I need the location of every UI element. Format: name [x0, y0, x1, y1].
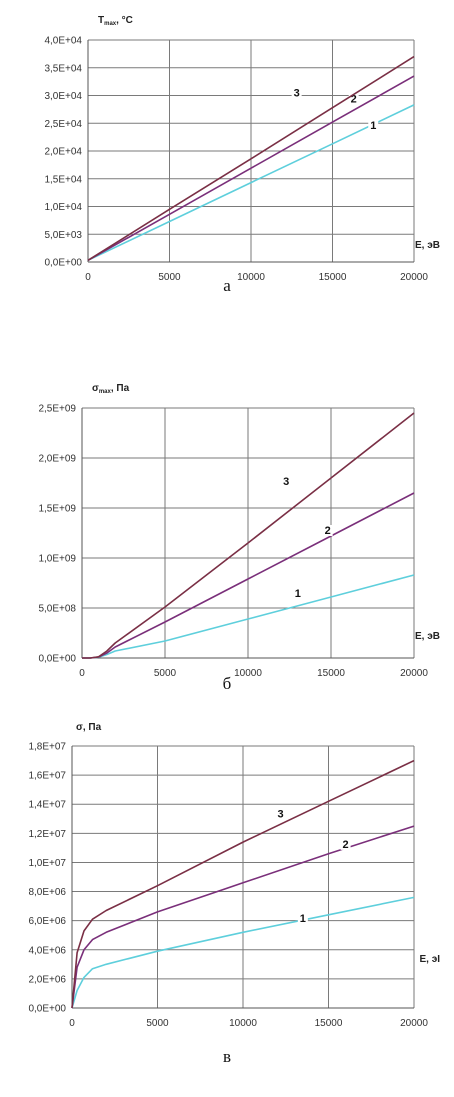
chart-panel-a: 0,0E+00 5,0E+03 1,0E+04 1,5E+04 2,0E+04 2,5E+… — [44, 15, 440, 295]
x-tick-label: 10000 — [237, 272, 265, 283]
y-tick-label: 1,4E+07 — [28, 800, 66, 811]
series-1-label: 1 — [295, 588, 301, 600]
y-tick-label: 2,0E+06 — [28, 974, 66, 985]
x-tick-label: 20000 — [400, 668, 428, 679]
y-axis-label: Tmax, °C — [98, 15, 133, 27]
y-tick-label: 5,0E+08 — [38, 604, 76, 615]
series-3-label: 3 — [294, 88, 300, 100]
y-tick-label: 2,5E+04 — [44, 119, 82, 130]
y-axis-label: σmax, Па — [92, 383, 130, 395]
series-label-bg — [291, 87, 302, 99]
y-tick-label: 1,5E+04 — [44, 174, 82, 185]
y-tick-label: 0,0E+00 — [44, 258, 82, 269]
y-tick-label: 1,0E+04 — [44, 202, 82, 213]
y-tick-label: 5,0E+03 — [44, 230, 82, 241]
series-3-line — [82, 412, 415, 659]
series-label-bg — [297, 913, 308, 925]
series-1-line — [87, 104, 415, 262]
x-axis-label: E, эВ — [415, 240, 440, 251]
series-1-label: 1 — [370, 120, 376, 132]
y-tick-label: 1,6E+07 — [28, 771, 66, 782]
y-tick-label: 1,8E+07 — [28, 742, 66, 753]
y-tick-label: 3,0E+04 — [44, 91, 82, 102]
y-axis-label: σ, Па — [76, 722, 102, 733]
series-2-label: 2 — [343, 839, 349, 851]
x-axis-label: E, эВ — [415, 631, 440, 642]
series-label-bg — [292, 588, 303, 599]
x-tick-label: 20000 — [400, 272, 428, 283]
x-tick-label: 5000 — [158, 272, 181, 283]
x-tick-label: 5000 — [146, 1018, 169, 1029]
series-1-label: 1 — [300, 913, 306, 925]
y-tick-label: 0,0E+00 — [28, 1004, 66, 1015]
chart-panel-б: 0,0E+00 5,0E+08 1,0E+09 1,5E+09 2,0E+09 2,5E+… — [38, 383, 440, 693]
x-tick-label: 15000 — [317, 668, 345, 679]
series-3-label: 3 — [278, 808, 284, 820]
panel-caption: б — [223, 674, 232, 693]
series-label-bg — [340, 838, 351, 850]
y-tick-label: 0,0E+00 — [38, 654, 76, 665]
y-tick-label: 8,0E+06 — [28, 887, 66, 898]
series-3-label: 3 — [283, 476, 289, 488]
y-tick-label: 1,5E+09 — [38, 504, 76, 515]
series-label-bg — [368, 119, 379, 131]
x-tick-label: 10000 — [234, 668, 262, 679]
y-tick-label: 1,2E+07 — [28, 829, 66, 840]
series-label-bg — [281, 476, 292, 487]
y-tick-label: 2,5E+09 — [38, 404, 76, 415]
x-tick-label: 0 — [79, 668, 85, 679]
panel-caption: а — [223, 276, 231, 295]
x-tick-label: 20000 — [400, 1018, 428, 1029]
x-tick-label: 15000 — [319, 272, 347, 283]
series-2-label: 2 — [325, 525, 331, 537]
series-label-bg — [275, 808, 286, 820]
panel-caption: в — [223, 1047, 231, 1066]
series-2-line — [71, 825, 415, 1009]
y-tick-label: 2,0E+09 — [38, 454, 76, 465]
series-label-bg — [348, 93, 359, 105]
x-tick-label: 0 — [85, 272, 91, 283]
series-2-line — [87, 75, 415, 261]
y-tick-label: 1,0E+07 — [28, 858, 66, 869]
y-tick-label: 2,0E+04 — [44, 147, 82, 158]
chart-panel-в: 0,0E+00 2,0E+06 4,0E+06 6,0E+06 8,0E+06 1,0E+… — [28, 722, 440, 1066]
x-axis-label: E, эI — [419, 954, 440, 965]
y-tick-label: 4,0E+04 — [44, 36, 82, 47]
series-2-label: 2 — [351, 94, 357, 106]
y-tick-label: 6,0E+06 — [28, 916, 66, 927]
x-tick-label: 15000 — [315, 1018, 343, 1029]
series-3-line — [87, 55, 415, 261]
x-tick-label: 0 — [69, 1018, 75, 1029]
x-tick-label: 10000 — [229, 1018, 257, 1029]
series-label-bg — [322, 525, 333, 536]
y-tick-label: 1,0E+09 — [38, 554, 76, 565]
y-tick-label: 3,5E+04 — [44, 63, 82, 74]
series-3-line — [71, 759, 415, 1009]
y-tick-label: 4,0E+06 — [28, 945, 66, 956]
x-tick-label: 5000 — [154, 668, 177, 679]
